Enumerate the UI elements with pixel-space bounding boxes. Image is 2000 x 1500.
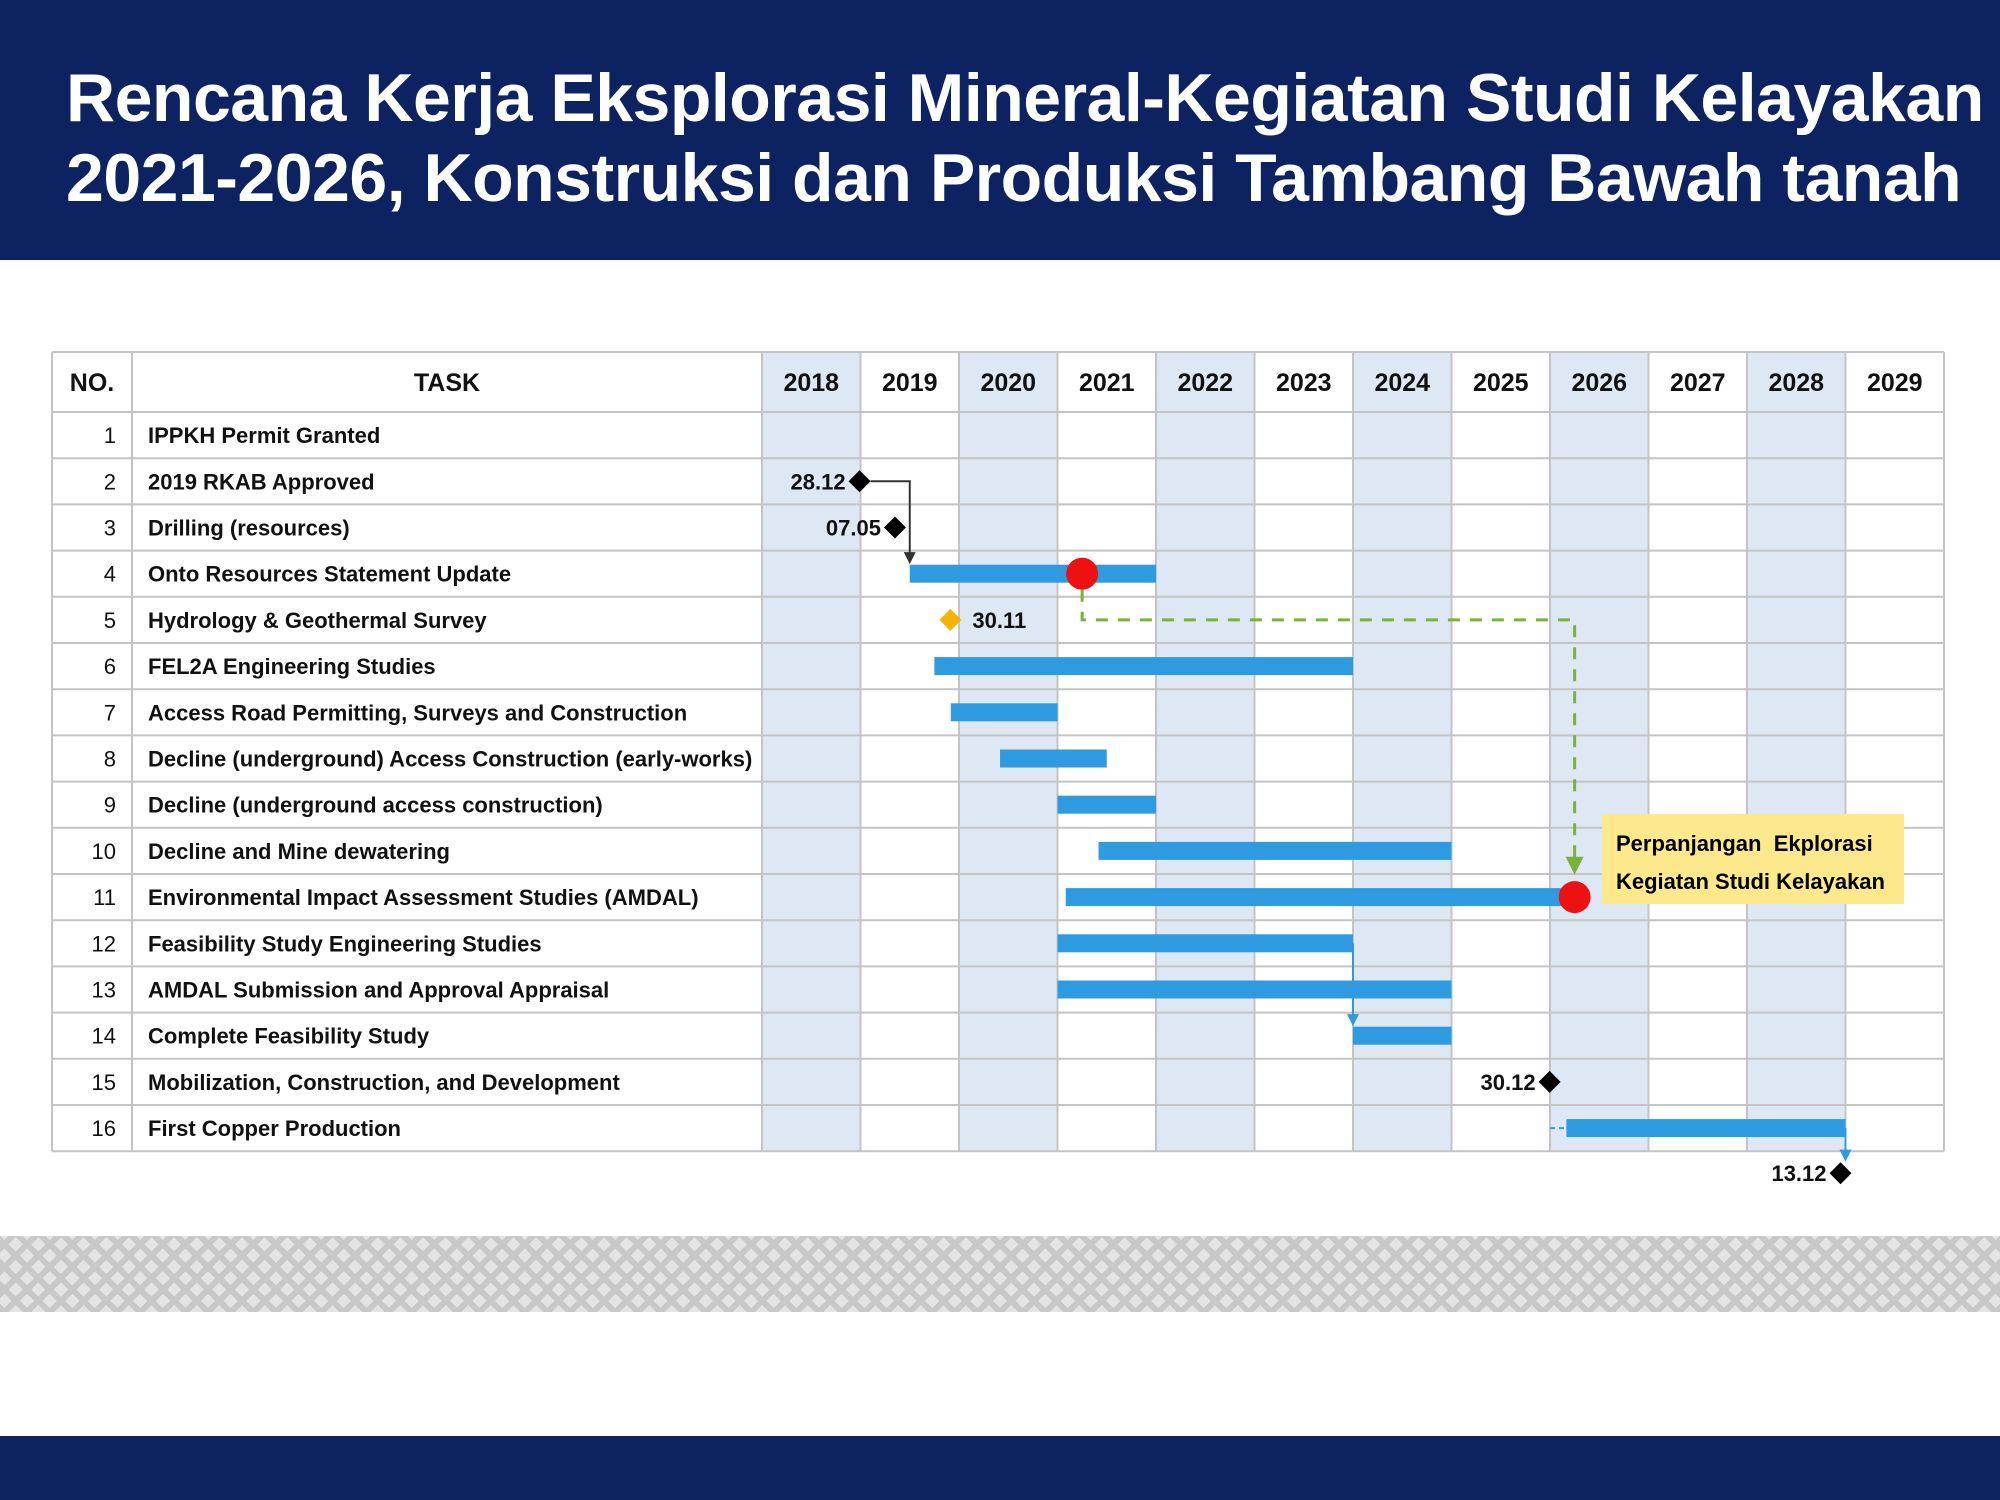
task-number: 13: [92, 978, 116, 1003]
task-name: Complete Feasibility Study: [148, 1024, 430, 1049]
task-number: 4: [104, 562, 116, 587]
task-rows: 1 IPPKH Permit Granted 2 2019 RKAB Approved…: [92, 423, 753, 1141]
page-title: Rencana Kerja Eksplorasi Mineral-Kegiata…: [66, 58, 1984, 218]
year-column-shade-2022: [1156, 352, 1255, 1152]
callout-line-2: Kegiatan Studi Kelayakan: [1616, 869, 1885, 894]
column-header-year-2023: 2023: [1276, 369, 1332, 397]
callout-line-1: Perpanjangan Ekplorasi: [1616, 831, 1873, 856]
task-bar-11: [1065, 888, 1575, 907]
column-header-year-2018: 2018: [783, 369, 839, 397]
column-header-year-2025: 2025: [1473, 369, 1529, 397]
task-bar-6: [934, 657, 1353, 676]
extension-dashed-arrow: [1080, 589, 1584, 875]
red-marker-task-11: [1558, 881, 1591, 914]
column-header-year-2029: 2029: [1867, 369, 1923, 397]
callout-box: [1602, 814, 1904, 904]
task-bar-7: [950, 703, 1058, 722]
task-bar-8: [1000, 749, 1107, 768]
task-name: Environmental Impact Assessment Studies …: [148, 885, 699, 910]
decorative-pattern-band: [0, 1236, 2000, 1312]
milestone-label-2: 28.12: [791, 469, 846, 494]
column-header-year-2022: 2022: [1177, 369, 1233, 397]
year-column-shade-2026: [1550, 352, 1649, 1152]
task-name: Decline (underground) Access Constructio…: [148, 747, 752, 772]
milestone-label-end: 13.12: [1771, 1161, 1826, 1186]
task-bar-16: [1566, 1119, 1846, 1138]
task-number: 2: [104, 469, 116, 494]
task-number: 15: [92, 1070, 116, 1095]
milestone-label-3: 07.05: [826, 516, 881, 541]
milestone-label-15: 30.12: [1481, 1070, 1536, 1095]
column-header-year-2027: 2027: [1670, 369, 1726, 397]
footer-bar: [0, 1436, 2000, 1500]
task-name: Decline and Mine dewatering: [148, 839, 450, 864]
milestone-label-5: 30.11: [972, 608, 1026, 633]
dependency-arrow-2-4: [870, 480, 916, 565]
task-number: 16: [92, 1116, 116, 1141]
year-column-backgrounds: [762, 352, 1846, 1152]
task-name: Drilling (resources): [148, 516, 350, 541]
milestone-diamond-end: [1829, 1162, 1852, 1185]
task-name: Feasibility Study Engineering Studies: [148, 931, 542, 956]
red-marker-task-4: [1066, 557, 1099, 590]
task-number: 6: [104, 654, 116, 679]
year-column-shade-2018: [762, 352, 861, 1152]
task-bars: [909, 564, 1846, 1138]
table-grid: [51, 351, 1945, 1153]
milestone-diamond-15: [1538, 1070, 1561, 1093]
column-header-task: TASK: [414, 369, 480, 397]
task-number: 12: [92, 931, 116, 956]
page-title-line-1: Rencana Kerja Eksplorasi Mineral-Kegiata…: [66, 60, 1984, 136]
column-header-year-2021: 2021: [1079, 369, 1135, 397]
task-name: FEL2A Engineering Studies: [148, 654, 436, 679]
task-bar-14: [1353, 1026, 1452, 1045]
task-number: 10: [92, 839, 116, 864]
header-banner: Rencana Kerja Eksplorasi Mineral-Kegiata…: [0, 0, 2000, 260]
table-header: NO. TASK 2018 2019 2020 2021 2022 2023 2024 2025 2…: [70, 369, 1923, 397]
task-name: First Copper Production: [148, 1116, 401, 1141]
task-number: 5: [104, 608, 116, 633]
year-column-shade-2028: [1747, 352, 1846, 1152]
task-name: IPPKH Permit Granted: [148, 423, 380, 448]
task-number: 7: [104, 700, 116, 725]
page-title-line-2: 2021-2026, Konstruksi dan Produksi Tamba…: [66, 140, 1962, 216]
task-name: Hydrology & Geothermal Survey: [148, 608, 487, 633]
task-bar-9: [1057, 795, 1156, 814]
task-number: 9: [104, 793, 116, 818]
gantt-chart: NO. TASK 2018 2019 2020 2021 2022 2023 2024 2025 2…: [51, 351, 1945, 1186]
milestone-diamond-2: [848, 470, 871, 493]
callout: Perpanjangan Ekplorasi Kegiatan Studi Ke…: [1602, 814, 1904, 904]
column-header-year-2026: 2026: [1571, 369, 1627, 397]
task-name: Mobilization, Construction, and Developm…: [148, 1070, 620, 1095]
task-number: 8: [104, 747, 116, 772]
task-name: Access Road Permitting, Surveys and Cons…: [148, 700, 687, 725]
column-header-year-2020: 2020: [980, 369, 1036, 397]
column-header-year-2024: 2024: [1374, 369, 1430, 397]
task-bar-13: [1057, 980, 1452, 999]
year-column-shade-2024: [1353, 352, 1452, 1152]
task-bar-10: [1098, 841, 1452, 860]
task-bar-12: [1057, 934, 1353, 953]
column-header-year-2019: 2019: [882, 369, 938, 397]
task-bar-4: [909, 564, 1156, 583]
task-number: 14: [92, 1024, 116, 1049]
task-number: 3: [104, 516, 116, 541]
column-header-year-2028: 2028: [1768, 369, 1824, 397]
task-name: Decline (underground access construction…: [148, 793, 603, 818]
task-number: 1: [104, 423, 116, 448]
milestone-diamond-5: [939, 608, 962, 631]
column-header-no: NO.: [70, 369, 114, 397]
task-name: 2019 RKAB Approved: [148, 469, 375, 494]
task-name: Onto Resources Statement Update: [148, 562, 511, 587]
milestones: 28.12 07.05 30.11 30.12 13.12: [791, 469, 1852, 1186]
task-number: 11: [93, 885, 116, 910]
task-name: AMDAL Submission and Approval Appraisal: [148, 978, 609, 1003]
milestone-diamond-3: [883, 516, 906, 539]
